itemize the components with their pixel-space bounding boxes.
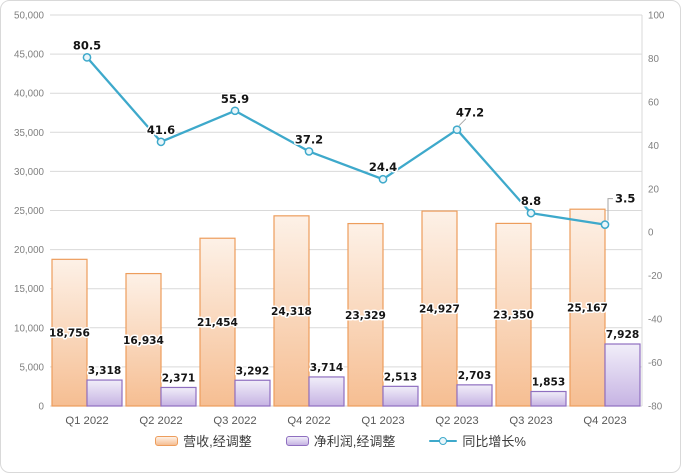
yoy-data-label: 3.5	[615, 192, 635, 206]
profit-bar	[382, 385, 419, 407]
revenue-swatch-icon	[155, 435, 179, 446]
yoy-data-label: 24.4	[369, 160, 397, 174]
profit-data-label: 1,853	[532, 377, 566, 389]
profit-data-label: 7,928	[606, 329, 640, 341]
revenue-bar	[273, 215, 310, 407]
revenue-bar	[51, 258, 88, 407]
profit-bar	[456, 384, 493, 407]
profit-data-label: 3,292	[236, 365, 270, 377]
yoy-line	[85, 56, 607, 226]
right-axis-tick-label: 100	[648, 11, 665, 22]
left-axis-tick-label: 0	[39, 402, 45, 413]
profit-data-label: 3,318	[88, 365, 122, 377]
yoy-marker	[230, 106, 240, 116]
x-axis-label: Q3 2022	[213, 415, 256, 427]
yoy-data-label: 47.2	[456, 106, 484, 120]
yoy-data-label: 55.9	[221, 92, 249, 106]
profit-bar	[308, 376, 345, 407]
legend-label-profit: 净利润,经调整	[313, 434, 396, 449]
yoy-data-label: 8.8	[521, 194, 541, 208]
yoy-marker	[600, 220, 610, 229]
profit-bar	[86, 379, 123, 407]
profit-swatch-icon	[285, 435, 309, 446]
left-axis-tick-label: 20,000	[14, 245, 45, 256]
legend-label-revenue: 营收,经调整	[183, 434, 252, 449]
x-axis-label: Q2 2022	[139, 415, 182, 427]
legend-item-profit: 净利润,经调整	[285, 431, 396, 450]
yoy-marker	[304, 147, 314, 156]
right-axis-tick-label: 60	[648, 97, 659, 108]
right-axis-tick-label: -80	[648, 402, 663, 413]
revenue-data-label: 16,934	[123, 335, 164, 347]
yoy-marker	[526, 208, 536, 218]
revenue-data-label: 24,318	[271, 306, 312, 318]
profit-data-label: 2,703	[458, 370, 492, 382]
profit-bar	[604, 343, 641, 407]
x-axis-label: Q1 2022	[65, 415, 108, 427]
profit-bar	[530, 390, 567, 407]
legend-item-yoy: 同比增长%	[429, 431, 526, 450]
revenue-bar	[199, 237, 236, 407]
legend-label-yoy: 同比增长%	[462, 434, 526, 449]
revenue-bar	[125, 272, 162, 407]
left-axis-tick-label: 5,000	[19, 362, 44, 373]
yoy-marker	[82, 53, 92, 62]
yoy-data-label: 80.5	[73, 38, 101, 52]
profit-bar	[160, 386, 197, 407]
chart-legend: 营收,经调整 净利润,经调整 同比增长%	[0, 431, 681, 450]
x-axis-label: Q1 2023	[361, 415, 404, 427]
revenue-data-label: 18,756	[49, 328, 90, 340]
revenue-bar	[569, 208, 606, 407]
x-axis-label: Q3 2023	[509, 415, 552, 427]
x-axis-label: Q4 2023	[583, 415, 626, 427]
legend-item-revenue: 营收,经调整	[155, 431, 252, 450]
yoy-marker	[452, 125, 462, 135]
right-axis-tick-label: 0	[648, 228, 654, 239]
label-leader-line	[607, 198, 613, 221]
right-axis-tick-label: 40	[648, 141, 659, 152]
yoy-line-marker	[439, 436, 448, 445]
label-leader-line	[458, 118, 467, 127]
yoy-marker	[156, 137, 166, 147]
left-axis-tick-label: 10,000	[14, 323, 45, 334]
x-axis-label: Q2 2023	[435, 415, 478, 427]
right-axis-tick-label: 80	[648, 54, 659, 65]
left-axis-tick-label: 50,000	[14, 11, 45, 22]
yoy-marker	[378, 174, 388, 184]
profit-data-label: 3,714	[310, 362, 344, 374]
left-axis-tick-label: 45,000	[14, 50, 45, 61]
right-axis-tick-label: -60	[648, 358, 663, 369]
revenue-data-label: 21,454	[197, 317, 238, 329]
left-axis-tick-label: 35,000	[14, 128, 45, 139]
profit-bar	[234, 379, 271, 407]
left-axis-tick-label: 40,000	[14, 89, 45, 100]
revenue-data-label: 25,167	[567, 303, 608, 315]
profit-data-label: 2,371	[162, 372, 196, 384]
left-axis-tick-label: 25,000	[14, 206, 45, 217]
right-axis-tick-label: 20	[648, 184, 659, 195]
right-axis-tick-label: -40	[648, 315, 663, 326]
left-axis-tick-label: 30,000	[14, 167, 45, 178]
yoy-line-icon	[429, 435, 458, 446]
x-axis-label: Q4 2022	[287, 415, 330, 427]
revenue-bar	[495, 222, 532, 407]
revenue-bar	[421, 210, 458, 407]
yoy-data-label: 41.6	[147, 123, 175, 137]
yoy-data-label: 37.2	[295, 132, 323, 146]
profit-data-label: 2,513	[384, 371, 418, 383]
left-axis-tick-label: 15,000	[14, 284, 45, 295]
revenue-data-label: 24,927	[419, 304, 460, 316]
revenue-data-label: 23,329	[345, 310, 386, 322]
right-axis-tick-label: -20	[648, 271, 663, 282]
revenue-bar	[347, 222, 384, 407]
revenue-data-label: 23,350	[493, 310, 534, 322]
